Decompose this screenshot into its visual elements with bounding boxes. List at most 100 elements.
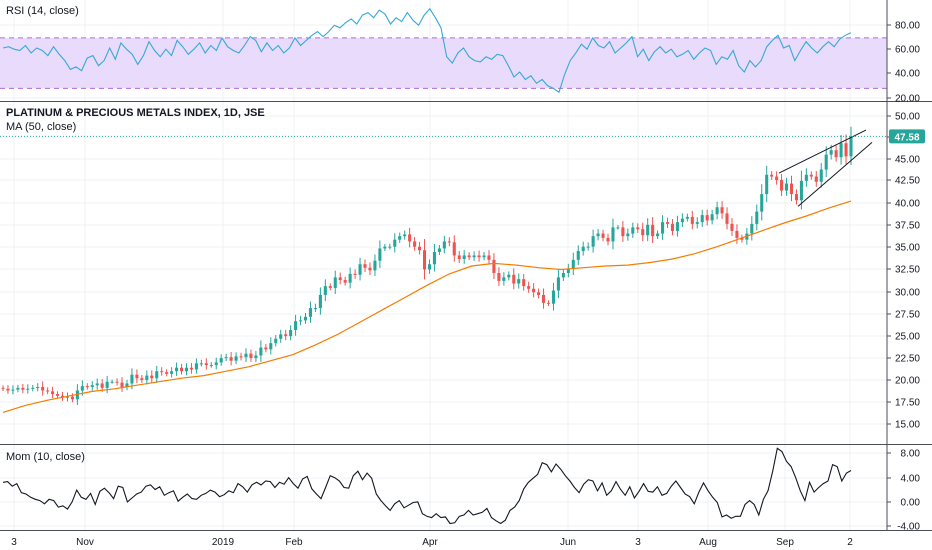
candle-body — [328, 286, 332, 288]
candle-body — [383, 246, 387, 249]
x-tick-label: Sep — [776, 537, 794, 548]
candle-body — [358, 264, 362, 275]
candle-body — [641, 229, 645, 236]
candle-body — [333, 277, 337, 288]
candle-body — [70, 396, 74, 400]
rsi-band — [0, 37, 887, 89]
candle-body — [160, 371, 164, 373]
candle-body — [487, 255, 491, 260]
candle-body — [204, 363, 208, 366]
candle-body — [408, 234, 412, 242]
candle-body — [730, 223, 734, 231]
candle-body — [720, 207, 724, 214]
candle-body — [492, 259, 496, 273]
candle-body — [259, 347, 263, 356]
candle-body — [849, 136, 853, 157]
candle-body — [1, 387, 5, 389]
candle-body — [467, 255, 471, 258]
y-tick-label: 15.00 — [895, 420, 920, 431]
candle-body — [477, 255, 481, 258]
candle-body — [527, 286, 531, 289]
x-tick-label: Nov — [76, 537, 94, 548]
trendline-drawings[interactable] — [778, 129, 873, 207]
candle-body — [269, 343, 273, 350]
momentum-line — [2, 447, 852, 525]
candle-body — [626, 233, 630, 237]
candle-body — [175, 367, 179, 372]
x-tick-label: 3 — [11, 537, 17, 548]
candle-body — [576, 251, 580, 260]
candle-body — [760, 194, 764, 212]
candle-body — [829, 150, 833, 155]
candle-body — [447, 241, 451, 243]
candle-body — [665, 222, 670, 224]
candle-body — [814, 176, 818, 182]
candle-body — [794, 194, 798, 201]
candle-body — [517, 279, 521, 284]
y-tick-label: 50.00 — [895, 112, 920, 123]
candle-body — [442, 241, 446, 249]
y-tick-label: 25.00 — [895, 332, 920, 343]
candle-body — [596, 233, 600, 237]
candle-body — [740, 237, 744, 240]
candle-body — [809, 174, 813, 177]
candle-body — [264, 347, 268, 350]
candle-body — [313, 308, 317, 310]
candle-body — [631, 227, 635, 234]
candle-body — [299, 320, 303, 322]
candle-body — [636, 227, 640, 230]
candle-body — [700, 215, 704, 223]
candle-body — [839, 143, 843, 158]
candle-body — [537, 292, 541, 295]
candle-body — [303, 316, 308, 321]
candle-body — [651, 224, 655, 237]
candle-body — [60, 395, 65, 398]
rsi-title: RSI (14, close) — [6, 5, 79, 17]
candle-body — [65, 396, 70, 398]
candle-body — [289, 330, 293, 337]
candle-body — [457, 255, 461, 259]
candle-body — [522, 279, 526, 287]
candle-body — [36, 387, 40, 388]
candle-body — [284, 334, 288, 337]
candle-body — [546, 302, 551, 304]
candle-body — [368, 267, 372, 271]
candle-body — [318, 294, 322, 309]
candle-body — [244, 353, 248, 358]
candle-body — [95, 383, 99, 386]
candle-body — [403, 234, 407, 237]
y-tick-label: 40.00 — [895, 199, 920, 210]
candle-body — [140, 378, 144, 380]
candle-body — [135, 374, 139, 379]
candle-body — [239, 356, 243, 358]
y-tick-label: 60.00 — [895, 45, 920, 56]
candle-body — [214, 362, 218, 366]
candle-body — [710, 214, 714, 221]
candle-body — [670, 223, 675, 231]
candle-body — [432, 251, 436, 265]
axis-ticks: 80.0060.0040.0020.0050.0047.5045.0042.50… — [11, 21, 920, 549]
candle-body — [348, 273, 352, 283]
candle-body — [725, 213, 729, 224]
candle-body — [343, 280, 347, 283]
candle-body — [566, 268, 570, 273]
candle-body — [750, 223, 754, 234]
candle-body — [844, 143, 848, 157]
candle-body — [532, 288, 536, 293]
candle-body — [462, 255, 466, 259]
price-title: PLATINUM & PRECIOUS METALS INDEX, 1D, JS… — [6, 107, 265, 119]
wedge-lower-trendline — [797, 141, 873, 207]
y-tick-label: 37.50 — [895, 221, 920, 232]
candle-body — [656, 233, 660, 237]
candle-body — [398, 236, 402, 240]
y-tick-label: 22.50 — [895, 354, 920, 365]
candle-body — [388, 246, 392, 248]
candle-body — [770, 174, 774, 177]
candle-body — [120, 382, 124, 387]
candle-body — [46, 390, 50, 392]
y-tick-label: 40.00 — [895, 69, 920, 80]
x-tick-label: Feb — [285, 537, 303, 548]
candle-body — [437, 248, 441, 252]
candle-body — [695, 222, 699, 224]
